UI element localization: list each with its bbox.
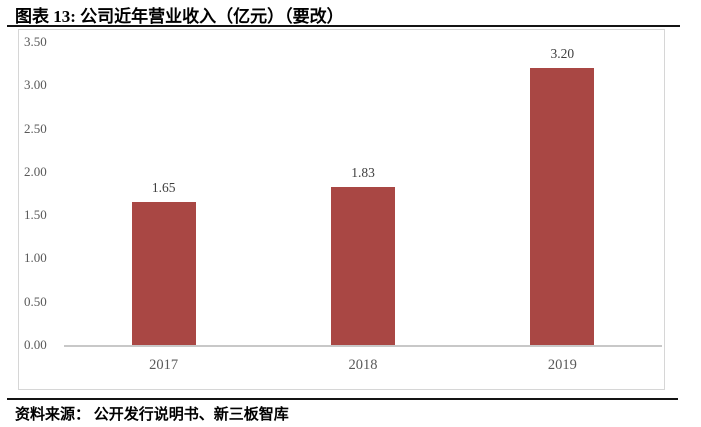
y-tick-label: 2.00 <box>24 163 47 179</box>
data-label-2017: 1.65 <box>151 180 176 196</box>
bar-2018 <box>331 186 395 345</box>
y-tick-label: 1.00 <box>24 250 47 266</box>
chart-area: 0.00 0.50 1.00 1.50 2.00 2.50 3.00 3.50 1.65 1.8… <box>18 29 665 390</box>
y-tick-label: 0.00 <box>24 337 47 352</box>
source-note: 资料来源： 公开发行说明书、新三板智库 <box>15 407 289 423</box>
bar-2019 <box>530 67 595 345</box>
y-tick-label: 3.50 <box>24 34 47 49</box>
y-tick-label: 1.50 <box>24 207 47 223</box>
y-tick-label: 0.50 <box>24 293 47 309</box>
y-tick-label: 3.00 <box>24 77 47 93</box>
bar-2017 <box>131 202 196 345</box>
x-tick-label-2019: 2019 <box>547 357 577 373</box>
footer-divider <box>7 398 678 400</box>
data-label-2018: 1.83 <box>351 164 375 180</box>
y-tick-label: 2.50 <box>24 120 47 136</box>
x-tick-label-2017: 2017 <box>149 357 179 373</box>
x-axis-line <box>64 345 662 347</box>
figure-title: 图表 13: 公司近年营业收入（亿元）（要改） <box>15 7 344 26</box>
x-tick-label-2018: 2018 <box>348 357 378 373</box>
data-label-2019: 3.20 <box>550 45 575 61</box>
title-divider <box>7 25 680 27</box>
